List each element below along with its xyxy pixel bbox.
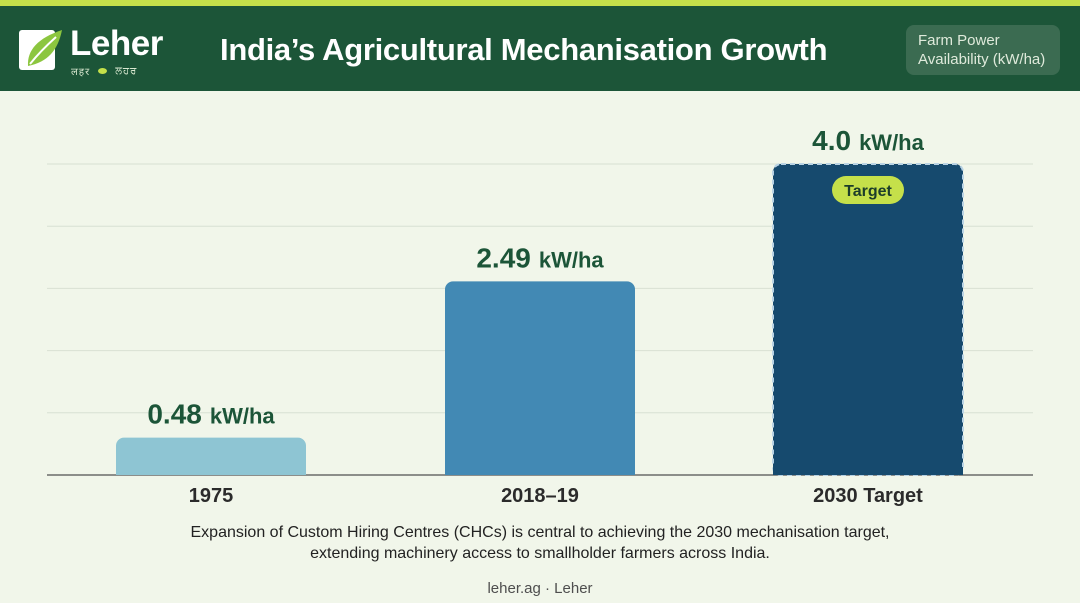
brand-sub-punjabi: ਲਹਰ <box>115 65 138 77</box>
data-label: 2.49 kW/ha <box>476 242 604 273</box>
metric-badge-line1: Farm Power <box>918 32 1000 49</box>
target-badge <box>832 176 904 204</box>
caption-line-1: Expansion of Custom Hiring Centres (CHCs… <box>190 524 890 541</box>
metric-badge-line2: Availability (kW/ha) <box>918 51 1046 68</box>
bar-target <box>772 163 964 476</box>
data-label-unit: kW/ha <box>859 130 925 155</box>
chart-caption: Expansion of Custom Hiring Centres (CHCs… <box>0 522 1080 564</box>
target-badge-label: Target <box>844 183 892 200</box>
brand-sub-hindi: लहर <box>71 67 91 78</box>
caption-line-2: extending machinery access to smallholde… <box>310 545 770 562</box>
leher-logo[interactable]: Leher लहर ਲਹਰ <box>18 24 178 80</box>
leaf-logo-icon <box>19 30 62 70</box>
category-label: 2018–19 <box>501 485 579 507</box>
data-label-unit: kW/ha <box>539 247 605 272</box>
category-label: 1975 <box>189 485 234 507</box>
brand-subtitle: लहर ਲਹਰ <box>71 64 138 79</box>
data-label-value: 2.49 <box>476 242 531 273</box>
bar-base <box>773 467 963 475</box>
data-label: 0.48 kW/ha <box>147 399 275 430</box>
bar-base <box>445 467 635 475</box>
footer-credit: leher.ag · Leher <box>487 580 593 597</box>
bar <box>445 281 635 475</box>
top-accent-stripe <box>0 0 1080 6</box>
bar <box>116 437 306 475</box>
brand-name: Leher <box>70 24 163 63</box>
metric-badge: Farm Power Availability (kW/ha) <box>906 25 1060 75</box>
data-label-unit: kW/ha <box>210 404 276 429</box>
data-label-value: 4.0 <box>812 125 851 156</box>
header: Leher लहर ਲਹਰ India’s Agricultural Mecha… <box>0 6 1080 91</box>
page-title: India’s Agricultural Mechanisation Growt… <box>220 32 828 67</box>
bar-base <box>116 467 306 475</box>
leaf-dot-icon <box>98 68 108 74</box>
bar-chart: 0.48 kW/ha 1975 2.49 kW/ha 2018–19 4.0 kW/ha 203… <box>47 125 1033 507</box>
data-label-value: 0.48 <box>147 399 202 430</box>
data-label: 4.0 kW/ha <box>812 125 924 156</box>
category-label: 2030 Target <box>813 485 923 507</box>
